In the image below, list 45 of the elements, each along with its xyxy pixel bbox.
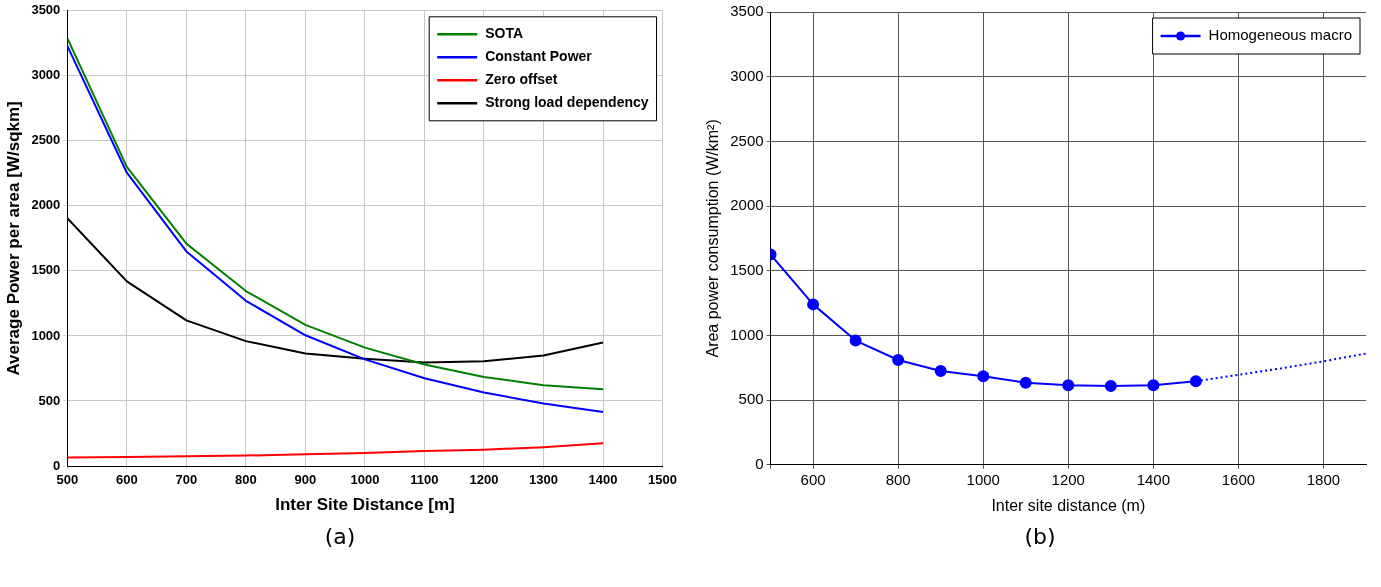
y-tick-label: 3500 [730,2,764,20]
y-tick-label: 2000 [730,196,764,214]
x-tick-label: 1300 [529,472,558,488]
text: (b) [1023,524,1057,549]
y-tick-label: 500 [38,392,61,408]
x-tick-label: 900 [294,472,317,488]
y-tick-label: 0 [53,457,61,473]
legend-label: Zero offset [485,71,558,88]
x-tick-label: 800 [235,472,257,488]
y-tick-label: 2000 [31,197,61,213]
y-tick-label: 1000 [730,325,764,343]
y-tick-label: 3500 [31,2,61,18]
x-tick-label: 1400 [1136,470,1171,488]
legend-label: Constant Power [485,48,593,65]
x-tick-label: 700 [175,472,198,488]
y-tick-label: 0 [755,454,764,472]
x-axis-title: Inter Site Distance [m] [275,495,455,515]
x-tick-label: 1500 [648,472,677,488]
x-tick-label: 1600 [1221,470,1256,488]
y-tick-label: 2500 [730,131,764,149]
y-axis-title: Average Power per area [W/sqkm] [3,101,23,376]
x-axis-title: Inter site distance (m) [991,496,1146,514]
text: (a) [323,524,357,549]
x-tick-label: 600 [115,472,138,488]
x-tick-label: 1000 [350,472,380,488]
y-tick-label: 3000 [31,67,61,83]
x-tick-label: 600 [800,470,826,488]
y-tick-label: 500 [738,390,764,408]
x-tick-label: 1200 [1051,470,1085,488]
y-tick-label: 3000 [730,66,764,84]
legend-label: SOTA [485,25,524,42]
x-tick-label: 1200 [469,472,499,488]
y-axis-title: Area power consumption (W/km²) [704,119,722,358]
x-tick-label: 500 [56,472,79,488]
y-tick-label: 1500 [31,262,61,278]
x-tick-label: 1800 [1306,470,1341,488]
x-tick-label: 1400 [588,472,618,488]
x-tick-label: 1100 [410,472,439,488]
legend-label: Homogeneous macro [1208,26,1353,44]
y-tick-label: 2500 [31,132,61,148]
y-tick-label: 1000 [31,327,61,343]
x-tick-label: 800 [885,470,911,488]
x-tick-label: 1000 [966,470,1000,488]
y-tick-label: 1500 [730,260,764,278]
legend-label: Strong load dependency [485,94,649,111]
